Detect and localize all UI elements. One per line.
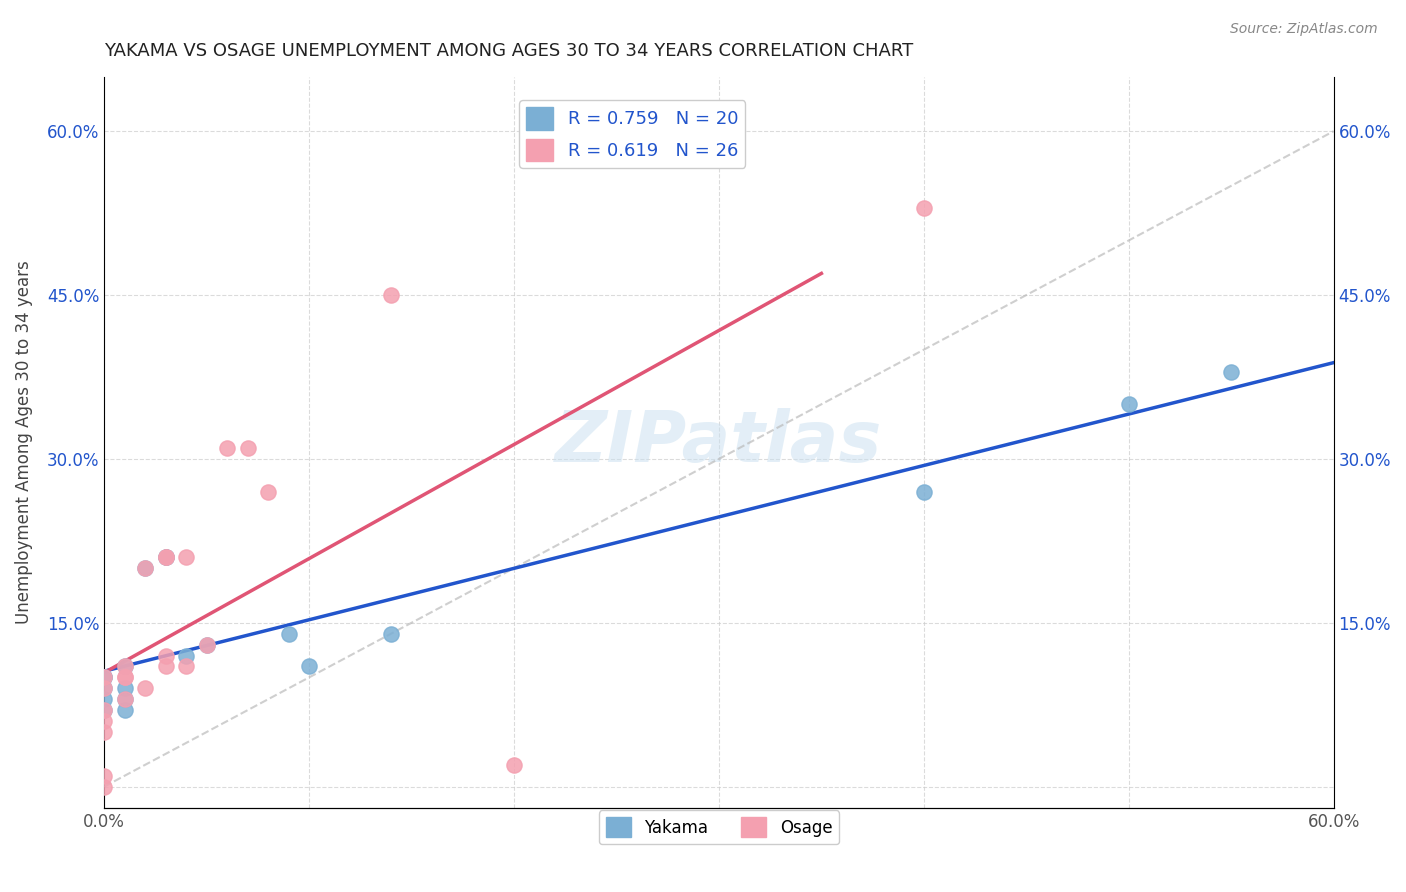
Point [380,626,402,640]
Point [114,659,136,673]
Point [134,561,156,575]
Point [114,703,136,717]
Text: ZIPatlas: ZIPatlas [555,408,883,477]
Y-axis label: Unemployment Among Ages 30 to 34 years: Unemployment Among Ages 30 to 34 years [15,260,32,624]
Point [114,670,136,684]
Point [114,659,136,673]
Point [93,692,115,706]
Point [93,670,115,684]
Point [93,670,115,684]
Point [155,648,177,663]
Point [174,550,197,565]
Point [134,681,156,696]
Point [503,757,526,772]
Point [912,201,935,215]
Point [93,725,115,739]
Point [155,550,177,565]
Point [1118,397,1140,411]
Point [1220,364,1243,378]
Point [114,670,136,684]
Point [93,780,115,794]
Point [93,769,115,783]
Legend: Yakama, Osage: Yakama, Osage [599,810,839,844]
Point [174,659,197,673]
Point [114,681,136,696]
Point [912,484,935,499]
Point [298,659,321,673]
Text: YAKAMA VS OSAGE UNEMPLOYMENT AMONG AGES 30 TO 34 YEARS CORRELATION CHART: YAKAMA VS OSAGE UNEMPLOYMENT AMONG AGES … [104,42,914,60]
Point [277,626,299,640]
Point [217,441,239,455]
Point [155,659,177,673]
Point [93,681,115,696]
Point [93,703,115,717]
Point [134,561,156,575]
Point [195,638,218,652]
Point [93,681,115,696]
Point [114,692,136,706]
Point [155,550,177,565]
Point [195,638,218,652]
Point [114,692,136,706]
Point [380,288,402,302]
Point [174,648,197,663]
Text: Source: ZipAtlas.com: Source: ZipAtlas.com [1230,22,1378,37]
Point [257,484,280,499]
Point [93,714,115,728]
Point [155,550,177,565]
Point [93,670,115,684]
Point [155,550,177,565]
Point [236,441,259,455]
Point [93,703,115,717]
